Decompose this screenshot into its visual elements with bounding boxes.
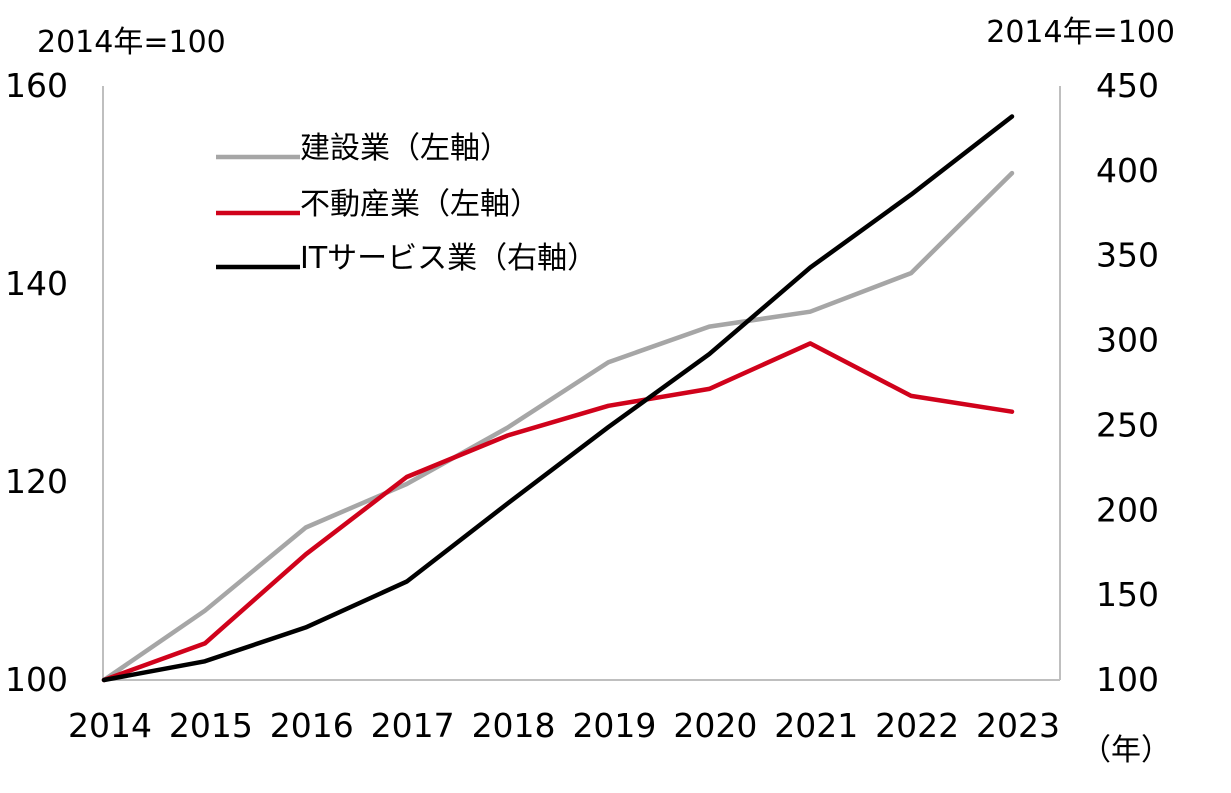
right-y-tick-label: 200 (1096, 490, 1159, 529)
series-line-3 (101, 114, 1015, 683)
right-y-tick-label: 350 (1096, 236, 1159, 275)
axes (102, 86, 1061, 681)
x-tick-label: 2022 (875, 706, 959, 745)
left-y-tick-labels: 100 120 140 160 (5, 66, 68, 699)
right-y-tick-labels: 100 150 200 250 300 350 400 450 (1096, 66, 1159, 699)
x-tick-label: 2017 (371, 706, 455, 745)
x-tick-label: 2021 (774, 706, 858, 745)
left-y-tick-label: 120 (5, 462, 68, 501)
left-y-tick-label: 140 (5, 264, 68, 303)
legend-label-2: 不動産業（左軸） (300, 187, 540, 222)
right-y-tick-label: 450 (1096, 66, 1159, 105)
right-y-tick-label: 150 (1096, 575, 1159, 614)
x-tick-label: 2023 (976, 706, 1060, 745)
x-tick-label: 2020 (673, 706, 757, 745)
left-y-tick-label: 160 (5, 66, 68, 105)
series-line-1 (101, 170, 1015, 683)
series-line-2 (101, 341, 1015, 683)
legend-label-1: 建設業（左軸） (300, 131, 510, 166)
legend: 建設業（左軸） 不動産業（左軸） ITサービス業（右軸） (216, 131, 597, 276)
x-tick-label: 2019 (572, 706, 656, 745)
left-axis-unit-label: 2014年=100 (37, 25, 226, 60)
x-tick-label: 2018 (472, 706, 556, 745)
series-lines (101, 114, 1015, 683)
left-y-tick-label: 100 (5, 660, 68, 699)
right-axis-unit-label: 2014年=100 (986, 15, 1175, 50)
right-y-tick-label: 100 (1096, 660, 1159, 699)
legend-label-3: ITサービス業（右軸） (300, 241, 597, 276)
right-y-tick-label: 400 (1096, 151, 1159, 190)
right-y-tick-label: 250 (1096, 405, 1159, 444)
x-tick-labels: 2014 2015 2016 2017 2018 2019 2020 2021 2022 2023 (68, 706, 1060, 745)
x-tick-label: 2014 (68, 706, 152, 745)
right-y-tick-label: 300 (1096, 321, 1159, 360)
x-tick-label: 2016 (270, 706, 354, 745)
x-axis-unit-label: （年） (1081, 733, 1171, 768)
x-tick-label: 2015 (169, 706, 253, 745)
